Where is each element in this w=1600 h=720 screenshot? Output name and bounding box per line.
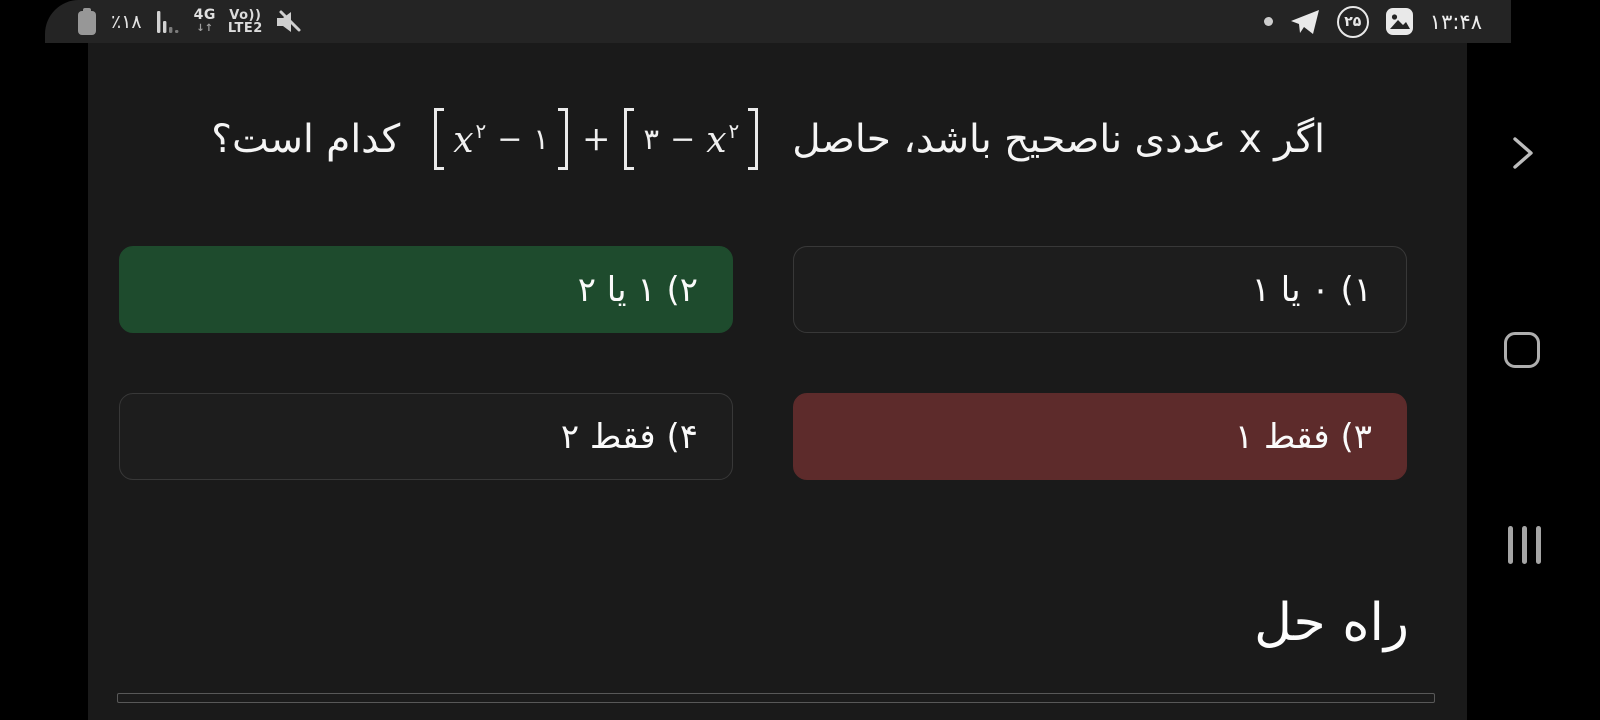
solution-heading: راه حل (1254, 593, 1409, 653)
answer-option-3-label: ۳) فقط ۱ (1234, 416, 1372, 457)
recents-button[interactable] (1508, 526, 1541, 564)
right-bracket-icon (557, 108, 568, 170)
formula-exponent: ۲ (475, 118, 487, 143)
left-bracket-icon (624, 108, 635, 170)
question-suffix: کدام است؟ (211, 116, 401, 162)
speaker-muted-icon (276, 10, 301, 32)
formula-plus: + (581, 119, 611, 159)
formula-exponent: ۲ (728, 118, 740, 143)
status-bar: ٪۱۸ 4G ↓↑ Vo)) LTE2 (45, 0, 1511, 43)
volte-line1: Vo)) (229, 7, 262, 23)
answer-option-1[interactable]: ۱) ۰ یا ۱ (793, 246, 1407, 333)
answer-options: ۱) ۰ یا ۱ ۲) ۱ یا ۲ ۳) فقط ۱ ۴) فقط ۲ (119, 246, 1407, 480)
status-dot-icon (1263, 17, 1273, 26)
answer-option-2-label: ۲) ۱ یا ۲ (577, 269, 698, 310)
status-bar-left: ٪۱۸ 4G ↓↑ Vo)) LTE2 (75, 7, 305, 37)
formula-operator: − (670, 121, 696, 157)
home-button[interactable] (1504, 332, 1540, 368)
solution-panel-top-edge (117, 693, 1435, 703)
gallery-icon (1385, 8, 1413, 35)
recents-bar-icon (1508, 526, 1513, 564)
status-bar-right: ۲۵ ۱۳:۴۸ (1263, 5, 1482, 38)
clock: ۱۳:۴۸ (1429, 9, 1482, 34)
network-type-indicator: 4G ↓↑ (193, 6, 216, 35)
telegram-icon (1290, 9, 1319, 34)
volte-indicator: Vo)) LTE2 (228, 9, 263, 35)
formula-variable: x (706, 119, 727, 161)
answer-option-3-wrong[interactable]: ۳) فقط ۱ (793, 393, 1407, 480)
question-prefix: اگر x عددی ناصحیح باشد، حاصل (792, 116, 1325, 162)
answer-option-4[interactable]: ۴) فقط ۲ (119, 393, 733, 480)
count-badge: ۲۵ (1336, 5, 1369, 38)
formula-number: ۳ (643, 122, 660, 156)
recents-bar-icon (1522, 526, 1527, 564)
formula-variable: x (453, 119, 474, 161)
answer-option-2-correct[interactable]: ۲) ۱ یا ۲ (119, 246, 733, 333)
battery-icon (78, 7, 96, 35)
back-button[interactable] (1504, 134, 1542, 172)
network-arrows: ↓↑ (196, 22, 214, 34)
volte-line2: LTE2 (227, 20, 263, 36)
count-badge-number: ۲۵ (1344, 13, 1362, 30)
recents-bar-icon (1536, 526, 1541, 564)
right-bracket-icon (748, 108, 759, 170)
network-type: 4G (193, 6, 216, 23)
cell-signal-icon (156, 10, 179, 33)
answer-option-4-label: ۴) فقط ۲ (560, 416, 698, 457)
answer-option-1-label: ۱) ۰ یا ۱ (1251, 269, 1372, 310)
chevron-right-icon (1513, 137, 1533, 169)
formula-operator: − (497, 121, 523, 157)
formula-number: ۱ (533, 122, 549, 156)
battery-percent: ٪۱۸ (111, 10, 142, 33)
left-bracket-icon (434, 108, 445, 170)
